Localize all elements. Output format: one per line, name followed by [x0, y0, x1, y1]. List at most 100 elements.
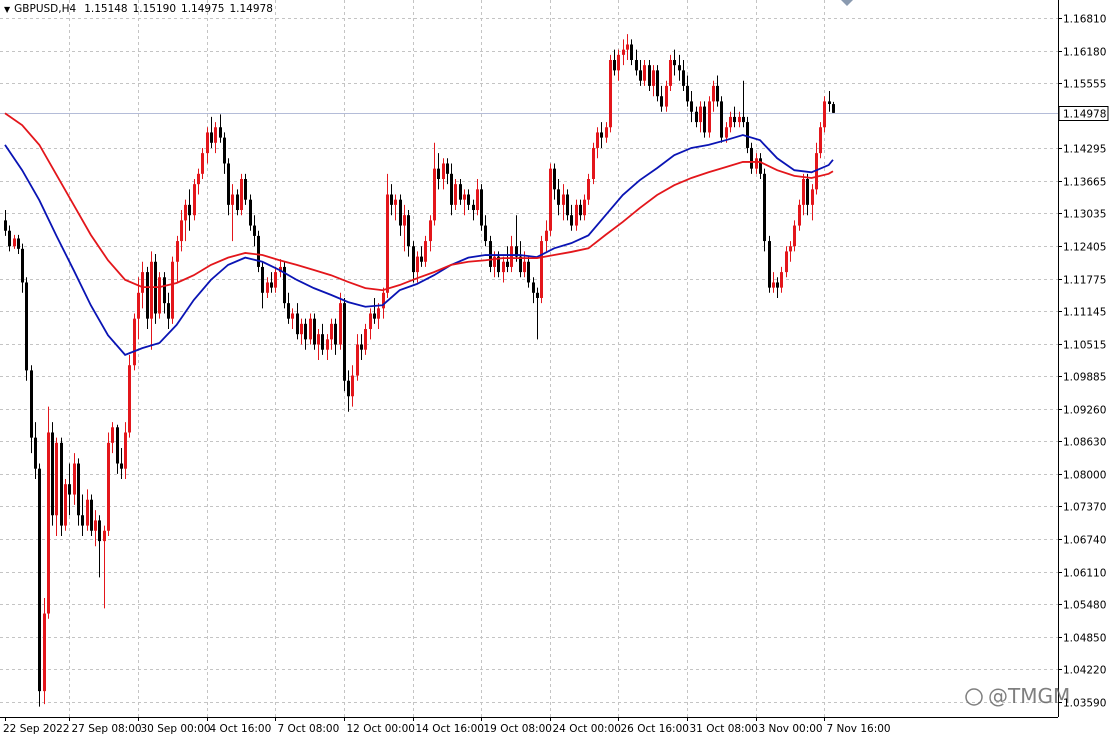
- candle-body: [480, 189, 483, 226]
- candle-body: [77, 463, 80, 516]
- candle-body: [776, 282, 779, 288]
- candle-body: [553, 168, 556, 190]
- candle-body: [759, 158, 762, 174]
- candle-body: [429, 220, 432, 242]
- candle-body: [815, 153, 818, 190]
- candle-body: [309, 318, 312, 340]
- candle-body: [171, 261, 174, 319]
- candle-body: [510, 246, 513, 267]
- y-tick-label: 1.06110: [1063, 568, 1106, 580]
- candle-body: [828, 101, 831, 104]
- candle-body: [373, 313, 376, 319]
- candle-body: [206, 132, 209, 154]
- candle-body: [566, 194, 569, 216]
- candle-body: [197, 173, 200, 185]
- candle-body: [437, 168, 440, 179]
- candle-body: [557, 189, 560, 205]
- y-tick-label: 1.16180: [1063, 47, 1106, 59]
- watermark-logo: [965, 688, 983, 706]
- candle-body: [720, 101, 723, 138]
- candle-body: [377, 308, 380, 319]
- candle-body: [609, 60, 612, 128]
- y-tick-label: 1.12405: [1063, 242, 1106, 254]
- candle-body: [763, 173, 766, 242]
- candle-body: [592, 147, 595, 179]
- candle-body: [399, 199, 402, 226]
- x-tick-label: 19 Oct 08:00: [484, 723, 552, 735]
- candle-body: [223, 137, 226, 164]
- candle-body: [545, 230, 548, 242]
- candle-body: [660, 96, 663, 107]
- candle-body: [652, 70, 655, 86]
- x-tick-label: 12 Oct 00:00: [347, 723, 415, 735]
- candle-body: [686, 85, 689, 102]
- header-high: 1.15190: [133, 3, 176, 15]
- y-tick-label: 1.14295: [1063, 144, 1106, 156]
- candle-body: [493, 256, 496, 267]
- candle-body: [47, 432, 50, 614]
- y-tick-label: 1.04850: [1063, 633, 1106, 645]
- candle-body: [523, 261, 526, 273]
- candle-body: [793, 225, 796, 247]
- candle-body: [351, 375, 354, 397]
- candle-body: [219, 127, 222, 138]
- candle-body: [622, 49, 625, 55]
- candle-body: [570, 215, 573, 226]
- candle-body: [34, 437, 37, 469]
- candle-body: [527, 261, 530, 283]
- candle-body: [733, 116, 736, 123]
- candle-body: [540, 241, 543, 298]
- candle-body: [210, 132, 213, 143]
- y-tick-label: 1.08630: [1063, 437, 1106, 449]
- candle-body: [454, 184, 457, 205]
- candle-body: [442, 163, 445, 179]
- candle-body: [446, 163, 449, 174]
- candle-body: [467, 194, 470, 205]
- candle-body: [699, 106, 702, 123]
- candle-body: [789, 246, 792, 252]
- candle-body: [193, 184, 196, 216]
- candle-body: [128, 365, 131, 433]
- candle-body: [420, 256, 423, 262]
- candle-body: [13, 238, 16, 247]
- candle-body: [270, 282, 273, 288]
- candle-body: [240, 178, 243, 211]
- candle-body: [120, 463, 123, 469]
- candle-body: [386, 194, 389, 293]
- candle-body: [673, 60, 676, 66]
- candle-body: [103, 530, 106, 542]
- candle-body: [343, 303, 346, 381]
- candle-body: [107, 442, 110, 531]
- candle-body: [407, 215, 410, 247]
- candle-body: [665, 85, 668, 107]
- header-arrow: ▼: [4, 5, 11, 14]
- current-price-box: [1058, 106, 1109, 121]
- candle-body: [472, 204, 475, 211]
- candle-body: [141, 272, 144, 293]
- current-price-label: 1.14978: [1063, 109, 1106, 121]
- candle-body: [703, 106, 706, 133]
- candle-body: [184, 204, 187, 221]
- x-tick-label: 3 Nov 00:00: [759, 723, 823, 735]
- candle-body: [330, 323, 333, 340]
- candle-body: [725, 127, 728, 138]
- candle-body: [30, 370, 33, 438]
- candle-body: [648, 65, 651, 86]
- candle-body: [433, 168, 436, 221]
- y-tick-label: 1.09260: [1063, 405, 1106, 417]
- candle-body: [463, 194, 466, 200]
- candle-body: [708, 101, 711, 133]
- candle-body: [266, 282, 269, 293]
- candle-body: [772, 282, 775, 288]
- candle-body: [369, 313, 372, 330]
- candle-body: [712, 85, 715, 102]
- candle-body: [549, 168, 552, 231]
- candle-body: [274, 272, 277, 288]
- candle-body: [459, 184, 462, 200]
- x-tick-label: 14 Oct 16:00: [416, 723, 484, 735]
- candle-body: [81, 515, 84, 526]
- x-tick-label: 31 Oct 08:00: [690, 723, 758, 735]
- candle-body: [279, 266, 282, 273]
